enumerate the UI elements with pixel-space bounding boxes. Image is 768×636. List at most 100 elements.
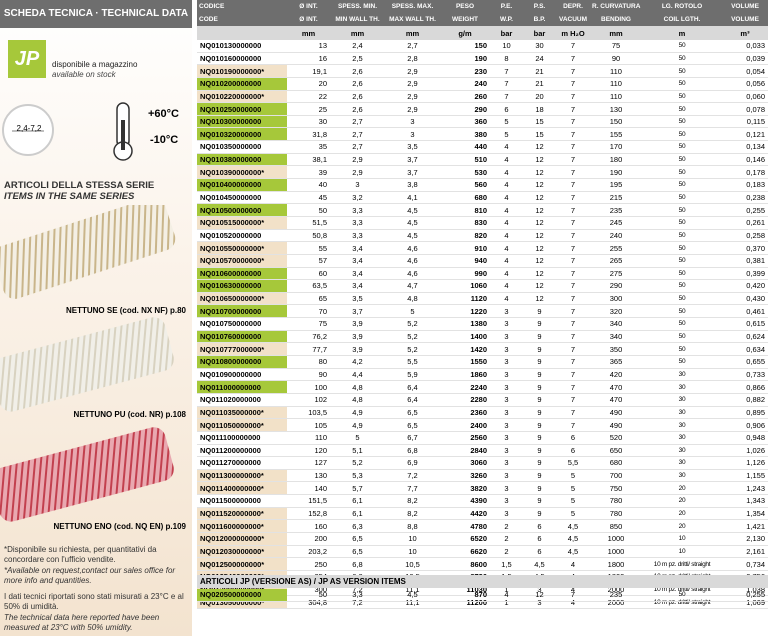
pressure-range: 2,4-7,2 bbox=[16, 124, 42, 133]
cell: 5 bbox=[556, 469, 590, 483]
cell: 1,5 bbox=[490, 557, 523, 571]
stock-label-en: available on stock bbox=[52, 70, 116, 79]
cell: 3 bbox=[490, 304, 523, 319]
cell: 7 bbox=[556, 254, 590, 268]
product-code: NQ010760000000 bbox=[197, 330, 287, 344]
cell: 6,8 bbox=[330, 557, 385, 571]
cell: 1380 bbox=[440, 317, 490, 331]
data-row: NQ010777000000* 77,7 3,9 5,2 1420 3 9 7 350 50 0,6… bbox=[197, 342, 768, 357]
cell: 7 bbox=[556, 241, 590, 255]
cell: 103,5 bbox=[287, 406, 330, 420]
cell: 31,8 bbox=[287, 127, 330, 142]
cell: 0,461 bbox=[722, 304, 768, 319]
unit: m³ bbox=[722, 26, 768, 40]
cell: 0,146 bbox=[722, 153, 768, 167]
cell: 490 bbox=[590, 418, 642, 432]
cell: 260 bbox=[440, 90, 490, 104]
cell: 5,9 bbox=[385, 368, 440, 382]
cell: 0,238 bbox=[722, 191, 768, 205]
cell: 7 bbox=[556, 355, 590, 369]
cell: 50 bbox=[642, 52, 722, 66]
cell: 3 bbox=[490, 494, 523, 508]
cell: 7 bbox=[556, 229, 590, 243]
hose-images bbox=[0, 205, 176, 522]
cell: 0,866 bbox=[722, 380, 768, 394]
cell: 3 bbox=[490, 481, 523, 496]
column-header: COIL LGTH. bbox=[642, 13, 722, 26]
cell: 0,056 bbox=[722, 77, 768, 91]
cell: 820 bbox=[440, 229, 490, 243]
cell: 63,5 bbox=[287, 279, 330, 293]
cell: 940 bbox=[440, 254, 490, 268]
cell: 50 bbox=[287, 589, 330, 602]
hose-se bbox=[0, 205, 176, 299]
cell: 2,4 bbox=[330, 40, 385, 53]
data-row: NQ010630000000 63,5 3,4 4,7 1060 4 12 7 290 50 0,4… bbox=[197, 279, 768, 293]
cell: 1120 bbox=[440, 292, 490, 306]
data-row: NQ010400000000 40 3 3,8 560 4 12 7 195 50 0,183 bbox=[197, 178, 768, 192]
product-code: NQ010390000000* bbox=[197, 165, 287, 180]
data-row: NQ010390000000* 39 2,9 3,7 530 4 12 7 190 50 0,178 bbox=[197, 165, 768, 180]
cell: 30 bbox=[642, 368, 722, 382]
cell: 4,5 bbox=[556, 545, 590, 559]
data-row: NQ010220000000* 22 2,6 2,9 260 7 20 7 110 50 0,060 bbox=[197, 90, 768, 104]
cell: 2240 bbox=[440, 380, 490, 394]
series-title-en: ITEMS IN THE SAME SERIES bbox=[4, 191, 135, 202]
product-code: NQ010500000000 bbox=[197, 203, 287, 217]
product-code: NQ011400000000* bbox=[197, 481, 287, 496]
cell: 6 bbox=[556, 444, 590, 458]
cell: 3,4 bbox=[330, 254, 385, 268]
product-code: NQ010520000000 bbox=[197, 229, 287, 243]
cell: 4,5 bbox=[556, 532, 590, 546]
cell: 57 bbox=[287, 254, 330, 268]
cell: 50 bbox=[642, 102, 722, 116]
cell: 780 bbox=[590, 507, 642, 521]
cell: 50 bbox=[642, 254, 722, 268]
cell: 38,1 bbox=[287, 153, 330, 167]
cell: 15 bbox=[523, 127, 556, 142]
cell: 12 bbox=[523, 140, 556, 154]
cell: 0,054 bbox=[722, 64, 768, 78]
cell: 203,2 bbox=[287, 545, 330, 559]
data-row: NQ011020000000 102 4,8 6,4 2280 3 9 7 470 30 0,882 bbox=[197, 393, 768, 407]
cell: 105 bbox=[287, 418, 330, 432]
cell: 50 bbox=[642, 229, 722, 243]
cell: 3,7 bbox=[385, 165, 440, 180]
header-row: CODICE Ø INT. SPESS. MIN. SPESS. MAX. PESO P.… bbox=[197, 0, 768, 13]
data-row: NQ012000000000* 200 6,5 10 6520 2 6 4,5 1000 10 2,… bbox=[197, 532, 768, 546]
cell: 530 bbox=[440, 165, 490, 180]
cell: 9 bbox=[523, 481, 556, 496]
cell: 7 bbox=[556, 178, 590, 192]
column-header: DEPR. bbox=[556, 0, 590, 13]
cell: 440 bbox=[440, 140, 490, 154]
cell: 8600 bbox=[440, 557, 490, 571]
cell: 20 bbox=[287, 77, 330, 91]
cell: 110 bbox=[287, 431, 330, 445]
data-row: NQ011520000000* 152,8 6,1 8,2 4420 3 9 5 780 20 1,… bbox=[197, 507, 768, 521]
cell: 7 bbox=[556, 406, 590, 420]
cell: 1860 bbox=[440, 368, 490, 382]
cell: 3 bbox=[490, 380, 523, 394]
cell: 3,2 bbox=[330, 191, 385, 205]
cell: 50 bbox=[642, 317, 722, 331]
cell: 9 bbox=[523, 317, 556, 331]
cell: 680 bbox=[590, 456, 642, 470]
cell: 3,4 bbox=[330, 267, 385, 281]
product-code: NQ010380000000 bbox=[197, 153, 287, 167]
cell: 290 bbox=[590, 279, 642, 293]
cell: 4,5 bbox=[385, 203, 440, 217]
product-code: NQ010550000000* bbox=[197, 241, 287, 255]
cell: 12 bbox=[523, 267, 556, 281]
cell: 7 bbox=[490, 90, 523, 104]
cell: 50 bbox=[642, 115, 722, 129]
product-code: NQ011520000000* bbox=[197, 507, 287, 521]
cell: 8,2 bbox=[385, 507, 440, 521]
cell: 16 bbox=[287, 52, 330, 66]
unit: bar bbox=[523, 26, 556, 40]
cell: 470 bbox=[590, 380, 642, 394]
cell: 50 bbox=[642, 90, 722, 104]
cell: 5 bbox=[330, 431, 385, 445]
data-row: NQ011035000000* 103,5 4,9 6,5 2360 3 9 7 490 30 0,… bbox=[197, 406, 768, 420]
cell: 50 bbox=[642, 342, 722, 357]
